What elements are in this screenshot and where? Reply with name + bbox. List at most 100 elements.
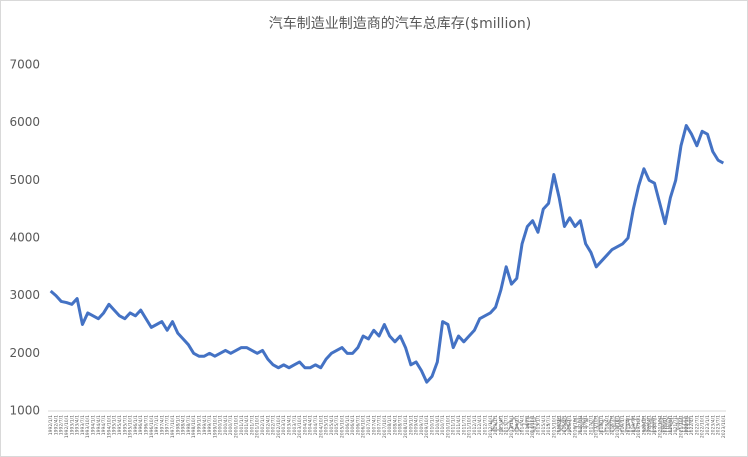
x-tick-label: 2020/1/1 (641, 415, 647, 435)
x-tick-label: 2006/1/1 (345, 415, 351, 435)
x-tick-label: 2016/7/1 (567, 415, 573, 435)
x-tick-label: 2011/1/1 (451, 415, 457, 435)
x-tick-label: 2008/4/1 (392, 415, 398, 435)
x-tick-label: 1995/7/1 (122, 415, 128, 435)
x-tick-label: 2022/7/1 (694, 415, 700, 435)
x-tick-label: 2002/10/1 (276, 415, 282, 438)
x-tick-label: 2000/1/1 (218, 415, 224, 435)
x-tick-label: 2021/4/1 (668, 415, 674, 435)
x-tick-label: 2003/1/1 (281, 415, 287, 435)
x-tick-label: 1996/10/1 (149, 415, 155, 438)
x-tick-label: 2007/7/1 (377, 415, 383, 435)
x-tick-label: 2013/1/1 (493, 415, 499, 435)
x-tick-label: 1997/4/1 (159, 415, 165, 435)
x-tick-label: 2017/10/1 (594, 415, 600, 438)
x-tick-label: 1993/10/1 (85, 415, 91, 438)
x-tick-label: 1993/1/1 (69, 415, 75, 435)
x-tick-label: 2022/4/1 (689, 415, 695, 435)
x-tick-label: 2010/10/1 (445, 415, 451, 438)
x-tick-label: 2001/10/1 (255, 415, 261, 438)
x-tick-label: 1992/10/1 (64, 415, 70, 438)
x-tick-label: 2016/1/1 (557, 415, 563, 435)
x-tick-label: 2016/10/1 (573, 415, 579, 438)
x-tick-label: 1992/1/1 (48, 415, 54, 435)
x-tick-label: 2014/7/1 (525, 415, 531, 435)
x-tick-label: 2000/4/1 (223, 415, 229, 435)
x-tick-label: 2018/1/1 (599, 415, 605, 435)
x-tick-label: 2004/7/1 (313, 415, 319, 435)
x-tick-label: 2009/10/1 (424, 415, 430, 438)
x-tick-label: 2004/4/1 (308, 415, 314, 435)
x-tick-label: 2015/7/1 (546, 415, 552, 435)
x-tick-label: 2012/10/1 (488, 415, 494, 438)
x-tick-label: 1999/4/1 (202, 415, 208, 435)
x-tick-label: 2015/4/1 (541, 415, 547, 435)
y-tick-label: 3000 (9, 288, 40, 302)
x-tick-label: 2010/1/1 (430, 415, 436, 435)
y-tick-label: 5000 (9, 173, 40, 187)
x-tick-label: 2014/4/1 (520, 415, 526, 435)
x-tick-label: 2002/1/1 (260, 415, 266, 435)
x-tick-label: 2007/10/1 (382, 415, 388, 438)
x-tick-label: 2017/4/1 (583, 415, 589, 435)
x-tick-label: 1997/1/1 (154, 415, 160, 435)
x-tick-label: 2014/10/1 (530, 415, 536, 438)
x-tick-label: 1998/10/1 (191, 415, 197, 438)
x-tick-label: 2006/4/1 (350, 415, 356, 435)
x-tick-label: 2023/10/1 (721, 415, 727, 438)
x-tick-label: 2012/4/1 (477, 415, 483, 435)
x-tick-label: 1994/7/1 (101, 415, 107, 435)
x-tick-label: 2004/10/1 (318, 415, 324, 438)
x-tick-label: 2003/4/1 (287, 415, 293, 435)
x-tick-label: 1999/1/1 (196, 415, 202, 435)
x-tick-label: 2016/4/1 (562, 415, 568, 435)
x-tick-label: 2013/7/1 (504, 415, 510, 435)
x-tick-label: 2015/10/1 (551, 415, 557, 438)
x-tick-label: 2009/4/1 (414, 415, 420, 435)
x-tick-label: 1992/7/1 (59, 415, 65, 435)
x-tick-label: 1996/1/1 (133, 415, 139, 435)
x-tick-label: 2008/1/1 (387, 415, 393, 435)
x-tick-label: 2018/7/1 (610, 415, 616, 435)
x-tick-label: 2006/7/1 (355, 415, 361, 435)
x-tick-label: 2018/10/1 (615, 415, 621, 438)
x-tick-label: 2010/4/1 (435, 415, 441, 435)
x-tick-label: 2001/1/1 (239, 415, 245, 435)
x-tick-label: 2018/4/1 (604, 415, 610, 435)
y-tick-label: 1000 (9, 404, 40, 418)
x-tick-label: 2017/1/1 (578, 415, 584, 435)
x-tick-label: 2008/10/1 (403, 415, 409, 438)
chart-title: 汽车制造业制造商的汽车总库存($million) (269, 15, 531, 32)
x-tick-label: 1999/10/1 (212, 415, 218, 438)
x-tick-label: 2011/4/1 (456, 415, 462, 435)
x-tick-label: 2010/7/1 (440, 415, 446, 435)
x-tick-label: 2001/4/1 (244, 415, 250, 435)
y-tick-label: 7000 (9, 58, 40, 72)
x-tick-label: 2003/10/1 (297, 415, 303, 438)
x-tick-label: 1996/4/1 (138, 415, 144, 435)
y-tick-label: 2000 (9, 346, 40, 360)
x-tick-label: 2004/1/1 (302, 415, 308, 435)
x-tick-label: 2006/10/1 (361, 415, 367, 438)
x-tick-label: 2001/7/1 (249, 415, 255, 435)
x-tick-label: 2005/1/1 (324, 415, 330, 435)
x-tick-label: 2005/4/1 (329, 415, 335, 435)
x-tick-label: 2000/7/1 (228, 415, 234, 435)
x-tick-label: 2020/4/1 (647, 415, 653, 435)
x-tick-label: 1998/7/1 (186, 415, 192, 435)
watermark: 公众号 · 数字化供应链管理 (488, 416, 691, 436)
x-tick-label: 2020/7/1 (652, 415, 658, 435)
x-tick-label: 2012/7/1 (482, 415, 488, 435)
x-tick-label: 2022/1/1 (684, 415, 690, 435)
x-tick-label: 2009/1/1 (408, 415, 414, 435)
x-tick-label: 2022/10/1 (700, 415, 706, 438)
y-tick-label: 4000 (9, 231, 40, 245)
x-tick-label: 1993/7/1 (80, 415, 86, 435)
x-tick-label: 2021/1/1 (663, 415, 669, 435)
x-tick-label: 2011/10/1 (467, 415, 473, 438)
x-tick-label: 2014/1/1 (514, 415, 520, 435)
x-tick-label: 2015/1/1 (535, 415, 541, 435)
x-tick-label: 2023/7/1 (716, 415, 722, 435)
x-tick-label: 2017/7/1 (588, 415, 594, 435)
